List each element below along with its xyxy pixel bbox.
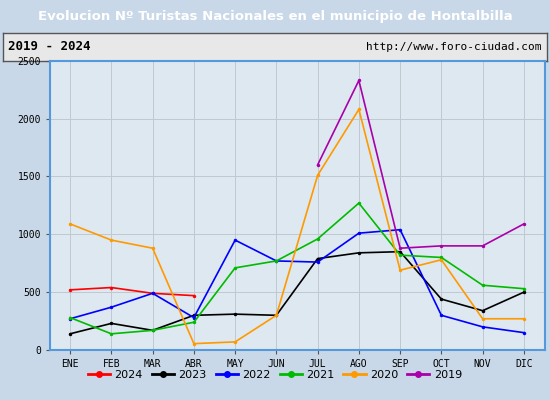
Legend: 2024, 2023, 2022, 2021, 2020, 2019: 2024, 2023, 2022, 2021, 2020, 2019	[85, 367, 465, 383]
Text: 2019 - 2024: 2019 - 2024	[8, 40, 91, 53]
Text: Evolucion Nº Turistas Nacionales en el municipio de Hontalbilla: Evolucion Nº Turistas Nacionales en el m…	[38, 10, 512, 23]
Text: http://www.foro-ciudad.com: http://www.foro-ciudad.com	[366, 42, 542, 52]
